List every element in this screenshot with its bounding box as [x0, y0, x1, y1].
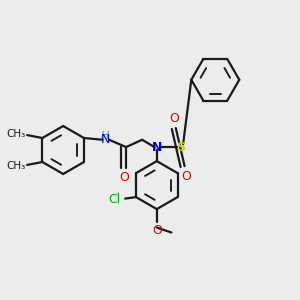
- Text: N: N: [101, 133, 110, 146]
- Text: O: O: [152, 224, 162, 237]
- Text: H: H: [100, 131, 109, 141]
- Text: O: O: [181, 169, 191, 183]
- Text: O: O: [169, 112, 179, 125]
- Text: CH₃: CH₃: [7, 161, 26, 171]
- Text: Cl: Cl: [108, 193, 120, 206]
- Text: N: N: [152, 141, 162, 154]
- Text: CH₃: CH₃: [7, 129, 26, 139]
- Text: O: O: [120, 171, 130, 184]
- Text: S: S: [176, 141, 185, 154]
